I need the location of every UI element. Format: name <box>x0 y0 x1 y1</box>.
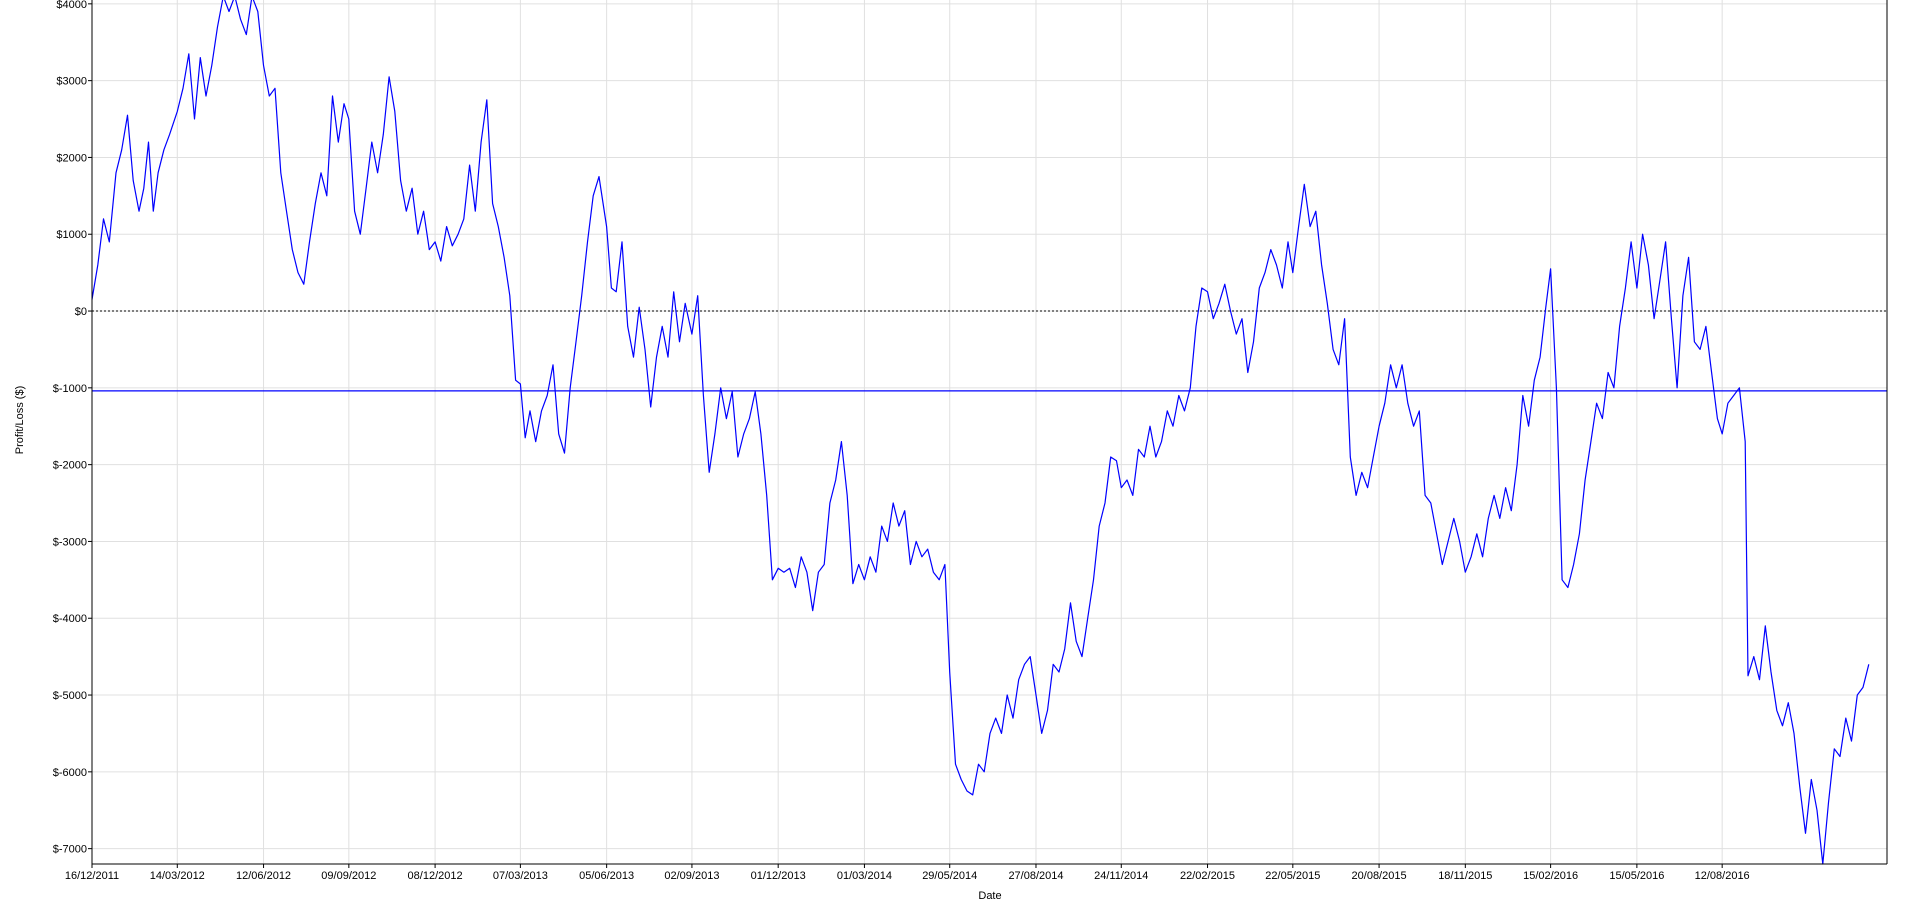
x-tick-label: 24/11/2014 <box>1094 870 1148 882</box>
x-tick-label: 05/06/2013 <box>579 870 634 882</box>
y-tick-label: $0 <box>75 306 87 318</box>
y-tick-label: $-5000 <box>53 690 87 702</box>
x-axis-title: Date <box>978 890 1001 902</box>
x-tick-label: 09/09/2012 <box>321 870 376 882</box>
x-tick-label: 15/05/2016 <box>1609 870 1664 882</box>
reference-lines <box>92 310 1887 392</box>
y-tick-label: $4000 <box>56 0 87 11</box>
x-tick-label: 02/09/2013 <box>664 870 719 882</box>
x-tick-label: 20/08/2015 <box>1352 870 1407 882</box>
profit-loss-series-line <box>91 0 1870 865</box>
y-tick-label: $1000 <box>56 229 87 241</box>
y-tick-labels: $4000 $3000 $2000 $1000 $0 $-1000 $-2000 $-3000… <box>53 0 87 856</box>
x-tick-label: 22/02/2015 <box>1180 870 1235 882</box>
x-tick-label: 14/03/2012 <box>150 870 205 882</box>
x-tick-label: 01/12/2013 <box>751 870 806 882</box>
x-tick-label: 12/06/2012 <box>236 870 291 882</box>
y-tick-label: $-6000 <box>53 767 87 779</box>
x-tick-label: 27/08/2014 <box>1008 870 1063 882</box>
x-tick-label: 16/12/2011 <box>65 870 119 882</box>
x-tick-label: 22/05/2015 <box>1265 870 1320 882</box>
y-tick-label: $3000 <box>56 76 87 88</box>
x-tick-label: 08/12/2012 <box>408 870 463 882</box>
y-tick-label: $-3000 <box>53 536 87 548</box>
x-tick-labels: 16/12/2011 14/03/2012 12/06/2012 09/09/2012… <box>65 870 1750 882</box>
y-tick-label: $-1000 <box>53 383 87 395</box>
y-axis-title: Profit/Loss ($) <box>14 386 26 454</box>
y-tick-label: $-2000 <box>53 460 87 472</box>
x-tick-label: 07/03/2013 <box>493 870 548 882</box>
series-layer <box>91 0 1870 865</box>
y-tick-label: $-4000 <box>53 613 87 625</box>
x-tick-label: 01/03/2014 <box>837 870 892 882</box>
x-tick-label: 12/08/2016 <box>1695 870 1750 882</box>
y-tick-label: $2000 <box>56 152 87 164</box>
axes <box>88 0 1888 868</box>
x-tick-label: 18/11/2015 <box>1438 870 1492 882</box>
x-tick-label: 29/05/2014 <box>922 870 977 882</box>
y-tick-label: $-7000 <box>53 844 87 856</box>
x-tick-label: 15/02/2016 <box>1523 870 1578 882</box>
